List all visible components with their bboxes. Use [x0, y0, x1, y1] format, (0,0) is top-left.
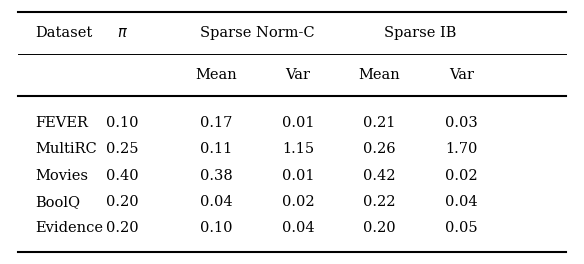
Text: Var: Var: [286, 68, 310, 82]
Text: 0.20: 0.20: [106, 195, 139, 209]
Text: 0.38: 0.38: [200, 168, 232, 183]
Text: 0.20: 0.20: [363, 221, 396, 235]
Text: 0.17: 0.17: [200, 116, 232, 130]
Text: FEVER: FEVER: [35, 116, 88, 130]
Text: 0.40: 0.40: [106, 168, 139, 183]
Text: 0.02: 0.02: [445, 168, 478, 183]
Text: 0.22: 0.22: [363, 195, 396, 209]
Text: 0.03: 0.03: [445, 116, 478, 130]
Text: 0.11: 0.11: [200, 142, 232, 156]
Text: Evidence: Evidence: [35, 221, 103, 235]
Text: 0.21: 0.21: [363, 116, 396, 130]
Text: 0.01: 0.01: [281, 116, 314, 130]
Text: 0.10: 0.10: [106, 116, 139, 130]
Text: 0.20: 0.20: [106, 221, 139, 235]
Text: Sparse IB: Sparse IB: [384, 26, 457, 40]
Text: 0.02: 0.02: [281, 195, 314, 209]
Text: $\pi$: $\pi$: [117, 26, 128, 40]
Text: 0.01: 0.01: [281, 168, 314, 183]
Text: 0.04: 0.04: [445, 195, 478, 209]
Text: Movies: Movies: [35, 168, 88, 183]
Text: BoolQ: BoolQ: [35, 195, 80, 209]
Text: 0.10: 0.10: [200, 221, 232, 235]
Text: 0.04: 0.04: [200, 195, 232, 209]
Text: Sparse Norm-C: Sparse Norm-C: [200, 26, 314, 40]
Text: MultiRC: MultiRC: [35, 142, 97, 156]
Text: 0.04: 0.04: [281, 221, 314, 235]
Text: 0.25: 0.25: [106, 142, 139, 156]
Text: 0.42: 0.42: [363, 168, 396, 183]
Text: 1.70: 1.70: [445, 142, 478, 156]
Text: 0.26: 0.26: [363, 142, 396, 156]
Text: Dataset: Dataset: [35, 26, 92, 40]
Text: 1.15: 1.15: [281, 142, 314, 156]
Text: Mean: Mean: [359, 68, 401, 82]
Text: Var: Var: [449, 68, 474, 82]
Text: Mean: Mean: [195, 68, 237, 82]
Text: 0.05: 0.05: [445, 221, 478, 235]
